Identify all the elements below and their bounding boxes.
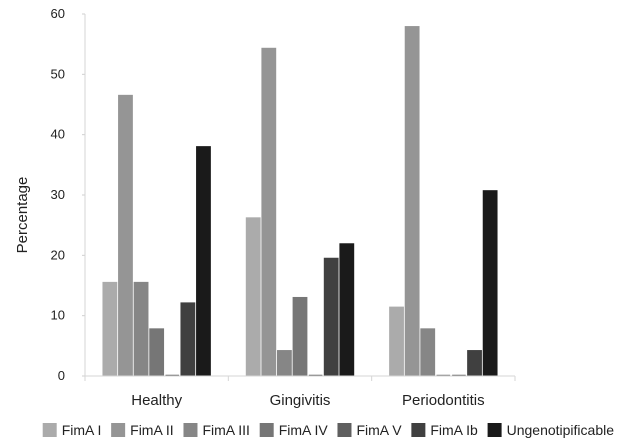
y-axis-label: Percentage — [14, 177, 31, 254]
legend-swatch — [259, 423, 274, 437]
legend-label: FimA V — [356, 422, 402, 438]
bar-fima-iii-healthy — [133, 281, 149, 376]
legend: FimA I FimA II FimA III FimA IV FimA V FimA I… — [42, 422, 615, 438]
y-tick-label: 10 — [51, 308, 65, 323]
y-axis: 0 10 20 30 40 50 60 — [51, 6, 86, 383]
legend-item-fima-ii: FimA II — [111, 422, 174, 438]
bar-fima-ib-gingivitis — [323, 257, 339, 376]
legend-swatch — [487, 423, 502, 437]
y-tick-label: 20 — [51, 247, 65, 262]
legend-item-fima-v: FimA V — [337, 422, 402, 438]
bar-fima-iii-periodontitis — [420, 328, 436, 376]
legend-swatch — [183, 423, 198, 437]
bar-ungenotipificable-gingivitis — [339, 243, 355, 376]
legend-item-fima-i: FimA I — [42, 422, 102, 438]
bars-group — [102, 26, 498, 377]
bar-fima-iv-gingivitis — [292, 296, 308, 376]
bar-fima-iv-healthy — [149, 328, 165, 376]
legend-swatch — [411, 423, 426, 437]
bar-ungenotipificable-periodontitis — [482, 190, 498, 376]
legend-swatch — [42, 423, 57, 437]
legend-label: FimA II — [130, 422, 174, 438]
legend-item-ungenotipificable: Ungenotipificable — [487, 422, 615, 438]
bar-fima-ii-gingivitis — [261, 47, 277, 376]
bar-fima-i-periodontitis — [389, 306, 404, 376]
legend-label: FimA IV — [279, 422, 329, 438]
legend-item-fima-ib: FimA Ib — [411, 422, 478, 438]
y-tick-label: 40 — [51, 127, 65, 142]
y-tick-label: 30 — [51, 187, 65, 202]
bar-fima-i-gingivitis — [245, 217, 261, 376]
legend-label: FimA Ib — [430, 422, 478, 438]
legend-swatch — [111, 423, 126, 437]
bar-fima-iii-gingivitis — [277, 350, 292, 376]
bar-fima-i-healthy — [102, 281, 118, 376]
bar-fima-ii-healthy — [118, 94, 133, 376]
x-axis: Healthy Gingivitis Periodontitis — [84, 375, 516, 409]
legend-label: FimA III — [202, 422, 249, 438]
legend-item-fima-iv: FimA IV — [259, 422, 329, 438]
bar-fima-ib-periodontitis — [467, 350, 482, 376]
x-category-label: Gingivitis — [270, 392, 331, 409]
legend-label: Ungenotipificable — [507, 422, 615, 438]
legend-swatch — [337, 423, 352, 437]
x-category-label: Periodontitis — [402, 392, 485, 409]
bar-ungenotipificable-healthy — [196, 146, 211, 376]
legend-label: FimA I — [62, 422, 102, 438]
x-category-label: Healthy — [131, 392, 182, 409]
y-tick-label: 60 — [51, 6, 65, 21]
legend-item-fima-iii: FimA III — [183, 422, 250, 438]
bar-fima-ii-periodontitis — [404, 26, 420, 377]
y-tick-label: 0 — [58, 368, 65, 383]
bar-fima-ib-healthy — [180, 302, 196, 376]
y-tick-label: 50 — [51, 66, 65, 81]
